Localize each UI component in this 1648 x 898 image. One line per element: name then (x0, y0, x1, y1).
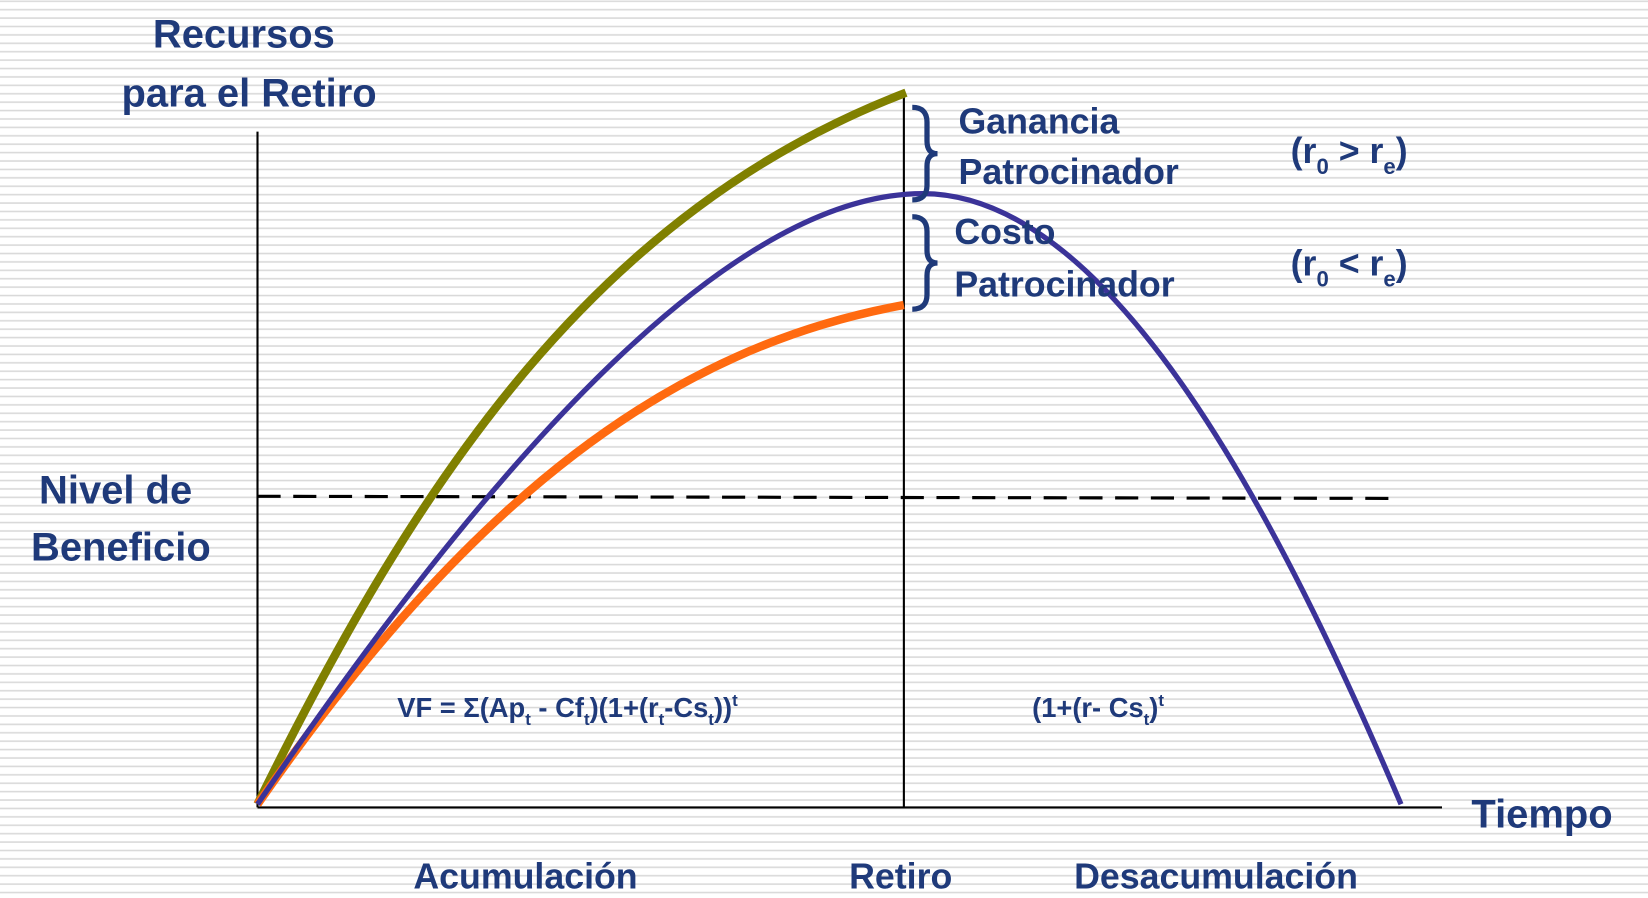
formula-part: e (1383, 266, 1395, 291)
cost-label: Patrocinador (954, 265, 1174, 305)
y-axis-label: Recursos (153, 13, 335, 57)
cost-condition: (r0 < re) (1291, 244, 1408, 292)
formula-part: )(1+(r (590, 692, 659, 723)
formula-part: (1+(r- Cs (1032, 692, 1144, 723)
y-axis-label: para el Retiro (122, 71, 377, 115)
formula-part: t (1158, 691, 1164, 710)
gain-label: Patrocinador (959, 152, 1179, 192)
formula-part: t (708, 710, 714, 729)
phase-label: Retiro (849, 856, 952, 896)
cost-brace (912, 214, 938, 312)
low-return-curve (254, 300, 905, 807)
formula-part: t (584, 710, 590, 729)
phase-label: Acumulación (413, 856, 637, 896)
formula-part: 0 (1316, 154, 1328, 179)
formula-part: t (525, 710, 531, 729)
formula-part: VF = Σ(Ap (397, 692, 525, 723)
gain-brace (912, 104, 938, 203)
decumulation-formula: (1+(r- Cst)t (1032, 691, 1164, 729)
gain-label: Ganancia (959, 102, 1121, 142)
formula-part: < r (1329, 244, 1384, 284)
formula-part: (r (1291, 244, 1317, 284)
formula-part: t (1144, 710, 1150, 729)
phase-label: Desacumulación (1074, 856, 1358, 896)
formula-part: ) (1149, 692, 1158, 723)
formula-part: (r (1291, 131, 1317, 171)
formula-part: t (659, 710, 665, 729)
formula-part: e (1383, 154, 1395, 179)
gain-condition: (r0 > re) (1291, 131, 1408, 179)
formula-part: t (732, 691, 738, 710)
formula-part: )) (714, 692, 732, 723)
formula-part: ) (1396, 131, 1408, 171)
formula-part: -Cs (664, 692, 708, 723)
accumulation-formula: VF = Σ(Apt - Cft)(1+(rt-Cst))t (397, 691, 738, 729)
level-label: Nivel de (39, 469, 192, 513)
level-label: Beneficio (31, 525, 211, 569)
formula-part: ) (1396, 244, 1408, 284)
formula-part: > r (1329, 131, 1384, 171)
formula-part: - Cf (531, 692, 585, 723)
cost-label: Costo (954, 212, 1055, 252)
formula-part: 0 (1316, 266, 1328, 291)
x-axis-label: Tiempo (1471, 792, 1612, 836)
benefit-level-line (257, 494, 1390, 500)
high-return-curve (253, 88, 908, 807)
